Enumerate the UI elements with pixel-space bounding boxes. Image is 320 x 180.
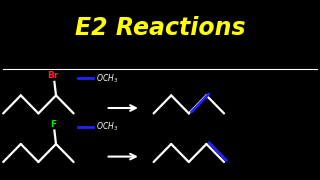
Text: F: F: [50, 120, 56, 129]
Text: $OCH_3$: $OCH_3$: [96, 72, 118, 85]
Text: $OCH_3$: $OCH_3$: [96, 121, 118, 133]
Text: E2 Reactions: E2 Reactions: [75, 16, 245, 40]
Text: Br: Br: [47, 71, 59, 80]
